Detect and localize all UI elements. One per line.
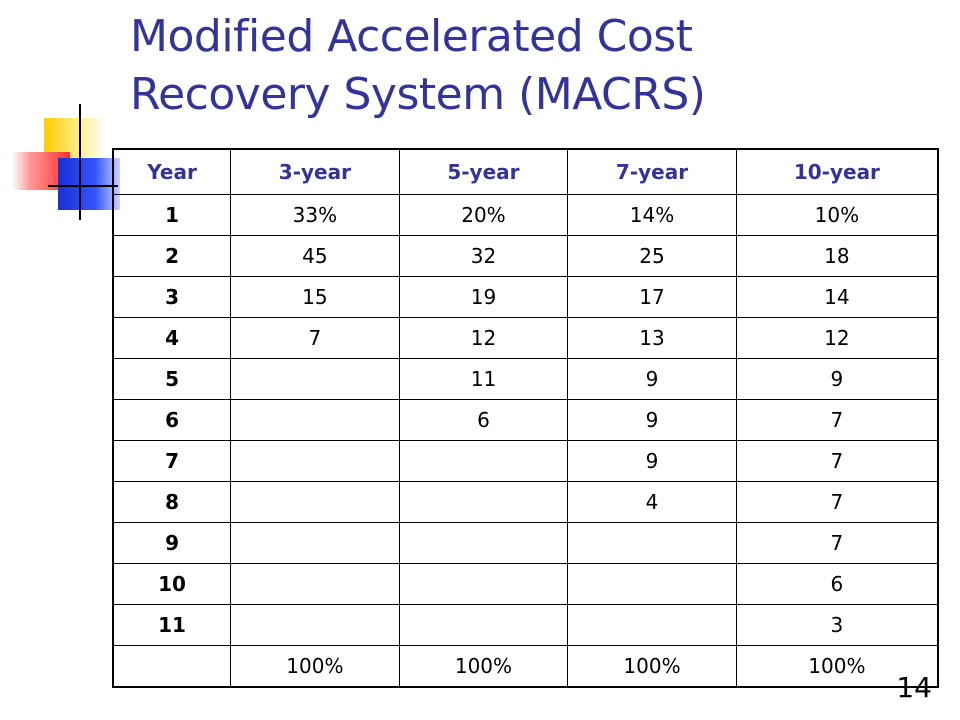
year-cell: 6: [112, 399, 232, 441]
rate-cell: [398, 522, 569, 564]
table-row: 5 11 9 9: [112, 358, 939, 400]
rate-cell: [230, 358, 400, 400]
rate-cell: [398, 440, 569, 482]
rate-cell: [230, 604, 400, 646]
rate-cell: 100%: [398, 645, 569, 688]
title-line-2: Recovery System (MACRS): [130, 69, 706, 120]
rate-cell: 3: [735, 604, 939, 646]
rate-cell: 10%: [735, 194, 939, 236]
header-3-year: 3-year: [230, 148, 400, 195]
table-row: 11 3: [112, 604, 939, 646]
rate-cell: [567, 563, 737, 605]
rate-cell: 19: [398, 276, 569, 318]
table-row: 2 45 32 25 18: [112, 235, 939, 277]
year-cell: 7: [112, 440, 232, 482]
header-5-year: 5-year: [398, 148, 569, 195]
macrs-table: Year 3-year 5-year 7-year 10-year 1 33% 20…: [112, 148, 939, 688]
rate-cell: 12: [398, 317, 569, 359]
rate-cell: [567, 604, 737, 646]
year-cell: 3: [112, 276, 232, 318]
table-row: 4 7 12 13 12: [112, 317, 939, 359]
rate-cell: [230, 399, 400, 441]
page-number: 14: [896, 671, 932, 704]
rate-cell: [230, 481, 400, 523]
year-cell: 1: [112, 194, 232, 236]
vertical-line-shape: [79, 104, 81, 220]
horizontal-line-shape: [48, 185, 118, 187]
rate-cell: 13: [567, 317, 737, 359]
rate-cell: [398, 563, 569, 605]
year-cell: 10: [112, 563, 232, 605]
rate-cell: 20%: [398, 194, 569, 236]
rate-cell: 7: [735, 481, 939, 523]
rate-cell: 7: [735, 399, 939, 441]
rate-cell: 7: [230, 317, 400, 359]
table-header-row: Year 3-year 5-year 7-year 10-year: [112, 148, 939, 195]
rate-cell: 32: [398, 235, 569, 277]
rate-cell: [567, 522, 737, 564]
rate-cell: 14: [735, 276, 939, 318]
rate-cell: 6: [735, 563, 939, 605]
year-cell: 11: [112, 604, 232, 646]
slide-logo-decoration: [0, 0, 140, 230]
table-total-row: 100% 100% 100% 100%: [112, 645, 939, 688]
rate-cell: 12: [735, 317, 939, 359]
header-year: Year: [112, 148, 232, 195]
rate-cell: 100%: [230, 645, 400, 688]
slide-title: Modified Accelerated Cost Recovery Syste…: [130, 8, 930, 124]
rate-cell: [230, 440, 400, 482]
rate-cell: [398, 604, 569, 646]
rate-cell: 25: [567, 235, 737, 277]
year-cell: 8: [112, 481, 232, 523]
rate-cell: [230, 522, 400, 564]
rate-cell: 45: [230, 235, 400, 277]
year-cell: 4: [112, 317, 232, 359]
rate-cell: 7: [735, 522, 939, 564]
rate-cell: 100%: [567, 645, 737, 688]
rate-cell: 9: [567, 358, 737, 400]
rate-cell: 9: [567, 440, 737, 482]
rate-cell: 100%: [735, 645, 939, 688]
year-cell: [112, 645, 232, 688]
header-10-year: 10-year: [735, 148, 939, 195]
table-row: 10 6: [112, 563, 939, 605]
rate-cell: 33%: [230, 194, 400, 236]
rate-cell: [398, 481, 569, 523]
blue-square-shape: [58, 158, 120, 210]
header-7-year: 7-year: [567, 148, 737, 195]
table-row: 3 15 19 17 14: [112, 276, 939, 318]
table-row: 1 33% 20% 14% 10%: [112, 194, 939, 236]
year-cell: 2: [112, 235, 232, 277]
rate-cell: 7: [735, 440, 939, 482]
rate-cell: 6: [398, 399, 569, 441]
rate-cell: [230, 563, 400, 605]
rate-cell: 17: [567, 276, 737, 318]
title-line-1: Modified Accelerated Cost: [130, 11, 693, 62]
rate-cell: 9: [735, 358, 939, 400]
rate-cell: 14%: [567, 194, 737, 236]
rate-cell: 4: [567, 481, 737, 523]
rate-cell: 18: [735, 235, 939, 277]
year-cell: 9: [112, 522, 232, 564]
rate-cell: 15: [230, 276, 400, 318]
year-cell: 5: [112, 358, 232, 400]
rate-cell: 11: [398, 358, 569, 400]
rate-cell: 9: [567, 399, 737, 441]
